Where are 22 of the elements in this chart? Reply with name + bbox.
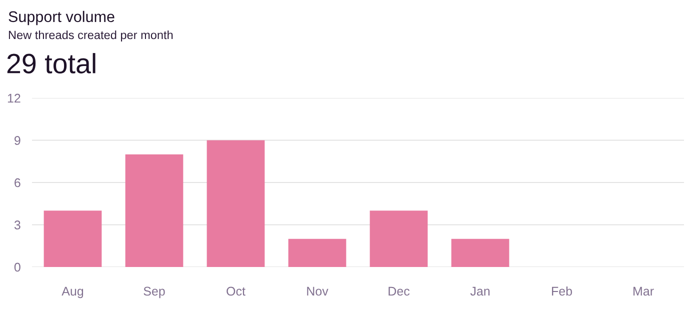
y-tick-label: 9 — [14, 136, 20, 145]
y-tick-label: 12 — [8, 94, 20, 103]
x-tick-label: Jan — [470, 286, 490, 296]
bar — [125, 154, 184, 267]
bar — [370, 210, 428, 267]
text: 29 total — [7, 53, 96, 74]
x-tick-label: Oct — [226, 286, 246, 296]
x-tick-label: Sep — [144, 286, 165, 298]
x-tick-label: Dec — [388, 286, 410, 296]
x-tick-label: Aug — [62, 286, 84, 298]
y-tick-label: 0 — [14, 262, 20, 272]
bar — [288, 238, 346, 267]
x-tick-label: Mar — [634, 286, 654, 296]
x-tick-label: Feb — [552, 286, 572, 296]
bar — [44, 210, 102, 267]
bar — [451, 238, 510, 267]
bar — [206, 140, 265, 267]
y-tick-label: 6 — [14, 178, 20, 188]
chart-title: Support volume — [8, 10, 114, 26]
y-tick-label: 3 — [14, 220, 20, 230]
chart-subtitle: New threads created per month — [8, 30, 173, 42]
x-tick-label: Nov — [307, 286, 328, 296]
